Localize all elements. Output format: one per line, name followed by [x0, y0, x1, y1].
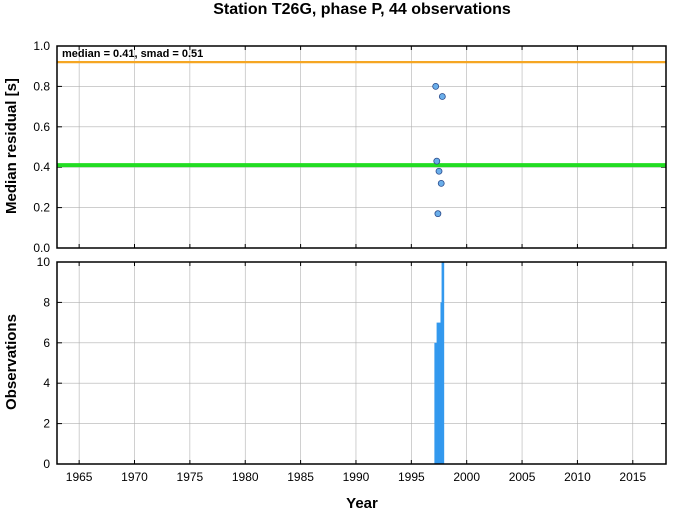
- x-tick-label: 1995: [398, 470, 425, 484]
- x-tick-label: 1990: [343, 470, 370, 484]
- data-point: [432, 83, 440, 90]
- data-point: [435, 167, 443, 175]
- x-axis-label: Year: [346, 495, 378, 511]
- x-tick-label: 1985: [287, 470, 314, 484]
- y-tick-label: 0.2: [33, 201, 50, 215]
- y-tick-label: 0.4: [33, 160, 50, 174]
- x-tick-label: 2015: [619, 470, 646, 484]
- observations-panel: 1965 1970 1975 1980 1985 1990 1995 2000 2005 2010…: [37, 255, 667, 484]
- data-point: [437, 179, 445, 187]
- y-tick-label: 2: [43, 417, 50, 431]
- y-tick-label: 1.0: [33, 39, 50, 53]
- y-tick-label: 0.6: [33, 120, 50, 134]
- x-tick-label: 2010: [564, 470, 591, 484]
- y-tick-label: 8: [43, 295, 50, 309]
- data-point: [434, 210, 442, 218]
- y-tick-label: 0.8: [33, 79, 50, 93]
- y-tick-label: 0: [43, 457, 50, 471]
- histogram-bar: [436, 322, 440, 464]
- x-tick-label: 1970: [121, 470, 148, 484]
- histogram-bar: [438, 322, 442, 464]
- y-axis-label-observations: Observations: [3, 314, 20, 410]
- y-axis-label-residual: Median residual [s]: [3, 78, 20, 214]
- x-tick-label: 1965: [66, 470, 93, 484]
- y-tick-label: 0.0: [33, 241, 50, 255]
- stats-annotation: median = 0.41, smad = 0.51: [62, 48, 203, 60]
- chart-title: Station T26G, phase P, 44 observations: [213, 1, 511, 18]
- x-tick-label: 2000: [453, 470, 480, 484]
- plot-frame: [56, 261, 667, 465]
- y-tick-label: 10: [37, 255, 51, 269]
- x-tick-label: 1975: [177, 470, 204, 484]
- histogram-bar: [434, 342, 437, 464]
- x-tick-label: 1980: [232, 470, 259, 484]
- y-tick-label: 4: [43, 376, 50, 390]
- y-tick-label: 6: [43, 336, 50, 350]
- data-point: [433, 157, 441, 165]
- plot-frame: [56, 45, 667, 249]
- histogram-bar: [441, 262, 445, 464]
- data-point: [438, 93, 446, 100]
- residual-panel: 0.0 0.2 0.4 0.6 0.8 1.0 median = 0.41, smad = …: [33, 39, 667, 255]
- x-tick-label: 2005: [509, 470, 536, 484]
